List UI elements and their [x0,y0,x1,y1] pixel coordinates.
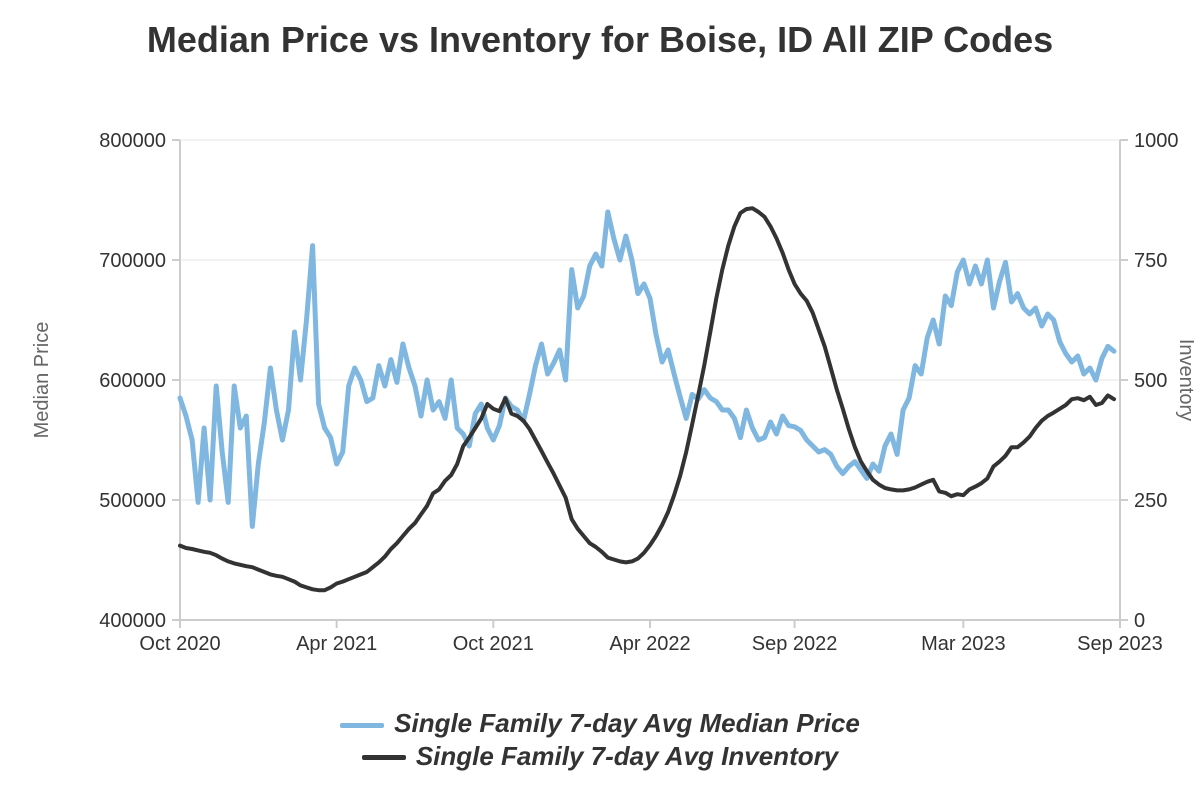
legend-label-inventory: Single Family 7-day Avg Inventory [416,741,838,771]
legend-item-inventory: Single Family 7-day Avg Inventory [0,740,1200,773]
legend-swatch-price [340,723,384,728]
svg-text:Oct 2020: Oct 2020 [139,633,220,655]
svg-text:0: 0 [1134,610,1145,632]
svg-text:Sep 2022: Sep 2022 [752,633,838,655]
legend-item-price: Single Family 7-day Avg Median Price [0,707,1200,740]
svg-text:800000: 800000 [99,130,166,152]
chart-container: Median Price vs Inventory for Boise, ID … [0,0,1200,800]
svg-text:Apr 2021: Apr 2021 [296,633,377,655]
svg-text:500000: 500000 [99,490,166,512]
legend-label-price: Single Family 7-day Avg Median Price [394,708,860,738]
legend: Single Family 7-day Avg Median Price Sin… [0,707,1200,772]
svg-text:Oct 2021: Oct 2021 [453,633,534,655]
svg-text:400000: 400000 [99,610,166,632]
chart-svg: 400000 500000 600000 700000 800000 0 250 500 750… [0,0,1200,800]
svg-text:1000: 1000 [1134,130,1179,152]
svg-text:250: 250 [1134,490,1167,512]
svg-text:750: 750 [1134,250,1167,272]
legend-swatch-inventory [362,755,406,760]
svg-text:600000: 600000 [99,370,166,392]
svg-text:Sep 2023: Sep 2023 [1077,633,1163,655]
svg-text:Apr 2022: Apr 2022 [609,633,690,655]
y-axis-left-label: Median Price [31,322,53,439]
series-median-price [180,212,1114,526]
svg-text:Mar 2023: Mar 2023 [921,633,1006,655]
svg-text:700000: 700000 [99,250,166,272]
y-axis-right-label: Inventory [1175,339,1197,421]
svg-text:500: 500 [1134,370,1167,392]
